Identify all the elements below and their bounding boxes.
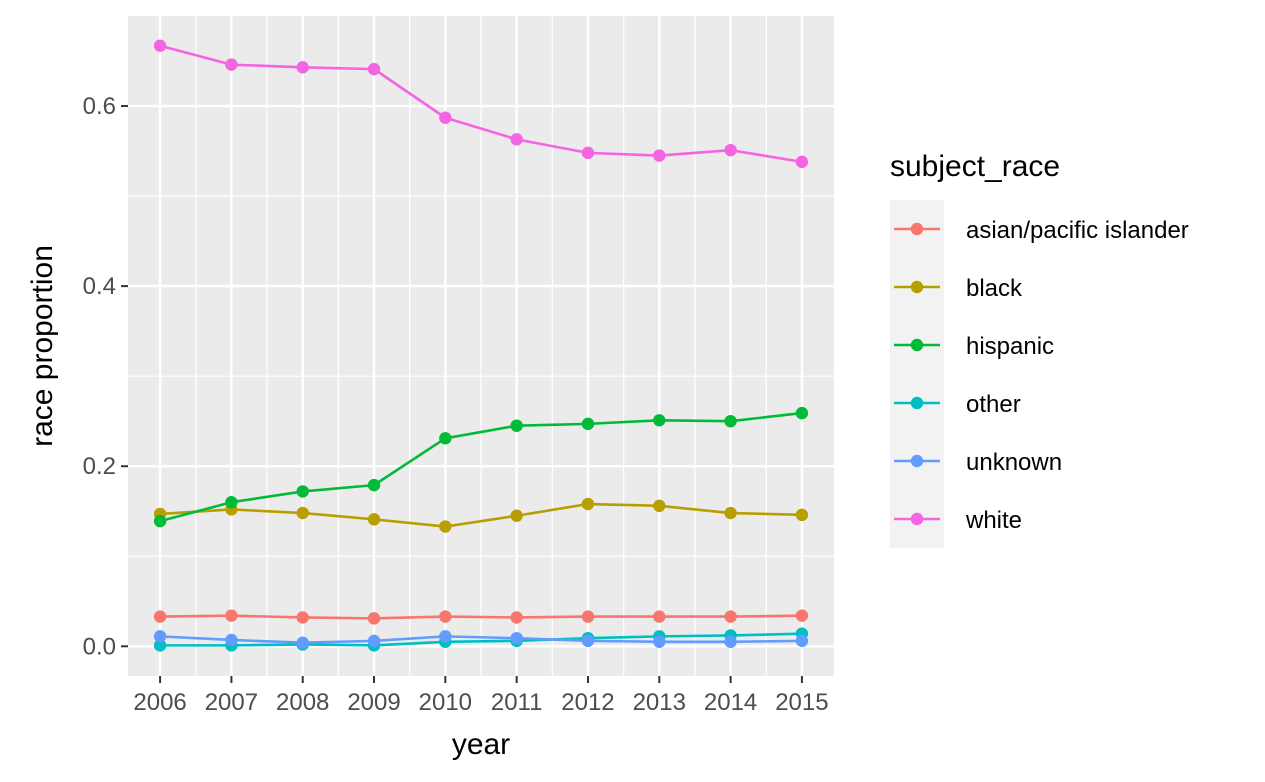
data-point-white: [510, 133, 523, 146]
data-point-white: [724, 143, 737, 157]
data-point-unknown: [296, 636, 309, 649]
series-line-other: [160, 632, 802, 647]
series-line-asian-pacific-islander: [160, 614, 802, 620]
x-tick-label: 2015: [775, 689, 828, 716]
legend-key-point-black: [910, 280, 924, 294]
data-point-hispanic: [795, 406, 809, 420]
x-tick-label: 2013: [633, 689, 686, 716]
data-point-other: [153, 639, 167, 652]
data-point-hispanic: [225, 496, 238, 509]
data-point-black: [439, 520, 452, 533]
data-point-black: [581, 497, 595, 511]
data-point-black: [367, 513, 381, 526]
data-point-asian-pacific-islander: [296, 611, 309, 624]
series-line-hispanic: [159, 411, 803, 523]
data-point-unknown: [439, 630, 452, 643]
series-line-white: [159, 44, 803, 164]
data-point-unknown: [510, 631, 523, 645]
x-tick-label: 2011: [491, 689, 543, 716]
data-point-asian-pacific-islander: [724, 610, 737, 623]
x-tick-label: 2014: [704, 689, 757, 716]
legend-label-black: black: [966, 275, 1023, 302]
legend-label-asian-pacific-islander: asian/pacific islander: [966, 217, 1189, 244]
data-point-white: [225, 58, 238, 71]
data-point-hispanic: [439, 432, 452, 445]
data-point-black: [724, 506, 737, 520]
y-tick-label: 0.2: [83, 453, 116, 480]
x-tick-label: 2008: [276, 689, 329, 716]
series-line-unknown: [160, 635, 802, 644]
x-tick-label: 2010: [419, 689, 472, 716]
y-tick-label: 0.0: [83, 633, 116, 660]
data-point-unknown: [581, 634, 595, 648]
y-axis-title: race proportion: [26, 245, 59, 447]
legend-label-hispanic: hispanic: [966, 333, 1054, 360]
data-point-asian-pacific-islander: [439, 610, 452, 623]
data-point-unknown: [225, 633, 238, 647]
data-point-asian-pacific-islander: [581, 610, 595, 623]
legend-title: subject_race: [890, 150, 1060, 183]
data-point-hispanic: [510, 419, 523, 432]
grid-lines: [128, 16, 834, 676]
data-point-asian-pacific-islander: [653, 610, 666, 623]
data-point-asian-pacific-islander: [153, 610, 167, 623]
data-point-white: [367, 62, 381, 76]
data-point-unknown: [367, 634, 381, 648]
legend-key-point-unknown: [910, 454, 924, 468]
data-point-hispanic: [367, 478, 381, 492]
legend-key-point-asian-pacific-islander: [910, 222, 924, 236]
x-axis-title: year: [452, 728, 510, 761]
data-point-black: [653, 499, 666, 513]
data-point-unknown: [653, 635, 666, 648]
data-point-hispanic: [296, 485, 309, 498]
legend: subject_race asian/pacific islander black h…: [890, 150, 1189, 548]
data-point-white: [296, 61, 309, 74]
data-point-hispanic: [653, 414, 666, 427]
x-tick-label: 2007: [205, 689, 258, 716]
series-line-black: [160, 502, 802, 528]
series-layer: [153, 39, 809, 652]
legend-label-white: white: [965, 507, 1022, 534]
axes: 0.0 0.2 0.4 0.6 2006 2007 2008 2009 2010 2011 2012…: [83, 93, 829, 716]
data-point-white: [153, 39, 167, 52]
data-point-hispanic: [724, 414, 737, 428]
data-point-asian-pacific-islander: [795, 609, 809, 622]
legend-key-point-white: [910, 512, 924, 526]
data-point-unknown: [153, 630, 167, 643]
legend-label-unknown: unknown: [966, 449, 1062, 476]
x-tick-label: 2006: [133, 689, 186, 716]
y-tick-label: 0.4: [83, 273, 116, 300]
data-point-black: [510, 509, 523, 522]
data-point-white: [439, 111, 452, 124]
y-tick-label: 0.6: [83, 93, 116, 120]
data-point-asian-pacific-islander: [367, 612, 381, 625]
legend-label-other: other: [966, 391, 1021, 418]
data-point-unknown: [795, 634, 809, 648]
x-tick-label: 2012: [561, 689, 614, 716]
data-point-black: [296, 506, 309, 520]
x-tick-label: 2009: [347, 689, 400, 716]
legend-key-point-hispanic: [910, 338, 924, 352]
data-point-unknown: [724, 635, 737, 648]
data-point-hispanic: [581, 417, 595, 431]
data-point-asian-pacific-islander: [225, 609, 238, 622]
data-point-hispanic: [153, 514, 167, 528]
legend-key-point-other: [910, 396, 924, 410]
data-point-black: [795, 508, 809, 522]
data-point-white: [653, 149, 666, 162]
data-point-white: [795, 155, 809, 169]
data-point-white: [581, 146, 595, 160]
data-point-asian-pacific-islander: [510, 611, 523, 624]
